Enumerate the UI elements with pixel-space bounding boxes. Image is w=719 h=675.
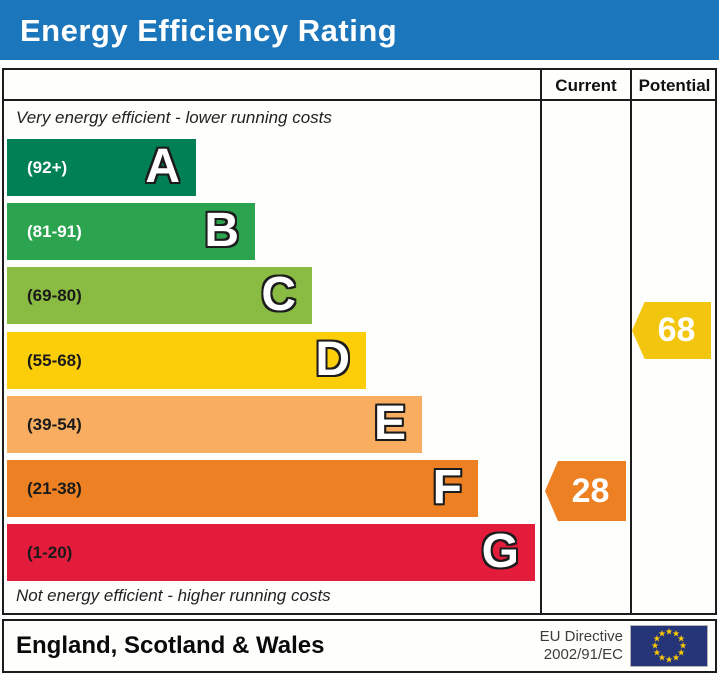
eu-star-icon: ★ (671, 628, 681, 639)
header-divider (2, 99, 717, 101)
band-f-letter: F (432, 460, 462, 514)
eu-star-icon: ★ (664, 654, 674, 665)
current-rating-arrow: 28 (545, 461, 626, 521)
band-g-range: (1-20) (27, 543, 73, 562)
eu-star-icon: ★ (677, 647, 686, 658)
band-a-range: (92+) (27, 158, 68, 177)
eu-directive-label: EU Directive 2002/91/EC (540, 628, 623, 664)
caption-very-efficient: Very energy efficient - lower running co… (16, 108, 332, 127)
footer: England, Scotland & Wales EU Directive 2… (2, 619, 717, 673)
current-column-header: Current (555, 76, 617, 95)
eu-directive-line2: 2002/91/EC (543, 646, 623, 663)
eu-star-icon: ★ (652, 647, 661, 658)
band-e: (39-54) E (7, 396, 422, 453)
band-c: (69-80) C (7, 267, 312, 324)
band-g-letter: G (481, 524, 519, 578)
band-g: (1-20) G (7, 524, 535, 581)
eu-flag-icon: ★ ★ ★ ★ ★ ★ ★ ★ ★ ★ ★ ★ (630, 625, 708, 667)
eu-star-icon: ★ (678, 640, 688, 651)
band-d-range: (55-68) (27, 351, 82, 370)
potential-column-header: Potential (638, 76, 711, 95)
band-d-letter: D (315, 332, 350, 386)
eu-star-icon: ★ (677, 633, 686, 644)
band-b-letter: B (204, 203, 239, 257)
band-c-letter: C (261, 267, 296, 321)
band-a: (92+) A (7, 139, 196, 196)
eu-star-icon: ★ (650, 640, 660, 651)
eu-star-icon: ★ (652, 633, 661, 644)
band-c-range: (69-80) (27, 286, 82, 305)
potential-column-divider (630, 68, 632, 615)
eu-star-icon: ★ (657, 628, 667, 639)
band-e-letter: E (373, 396, 406, 450)
eu-star-icon: ★ (664, 626, 674, 637)
eu-star-icon: ★ (657, 652, 667, 663)
title-bar: Energy Efficiency Rating (0, 0, 719, 60)
eu-directive-line1: EU Directive (539, 628, 623, 645)
region-label: England, Scotland & Wales (16, 632, 325, 659)
eu-star-icon: ★ (671, 652, 681, 663)
caption-not-efficient: Not energy efficient - higher running co… (16, 586, 331, 605)
band-f: (21-38) F (7, 460, 478, 517)
band-e-range: (39-54) (27, 415, 82, 434)
band-a-letter: A (145, 139, 180, 193)
band-b-range: (81-91) (27, 222, 82, 241)
current-column-divider (540, 68, 542, 615)
band-f-range: (21-38) (27, 479, 82, 498)
band-d: (55-68) D (7, 332, 366, 389)
page-title: Energy Efficiency Rating (20, 13, 398, 48)
band-b: (81-91) B (7, 203, 255, 260)
potential-rating-arrow: 68 (632, 302, 711, 359)
